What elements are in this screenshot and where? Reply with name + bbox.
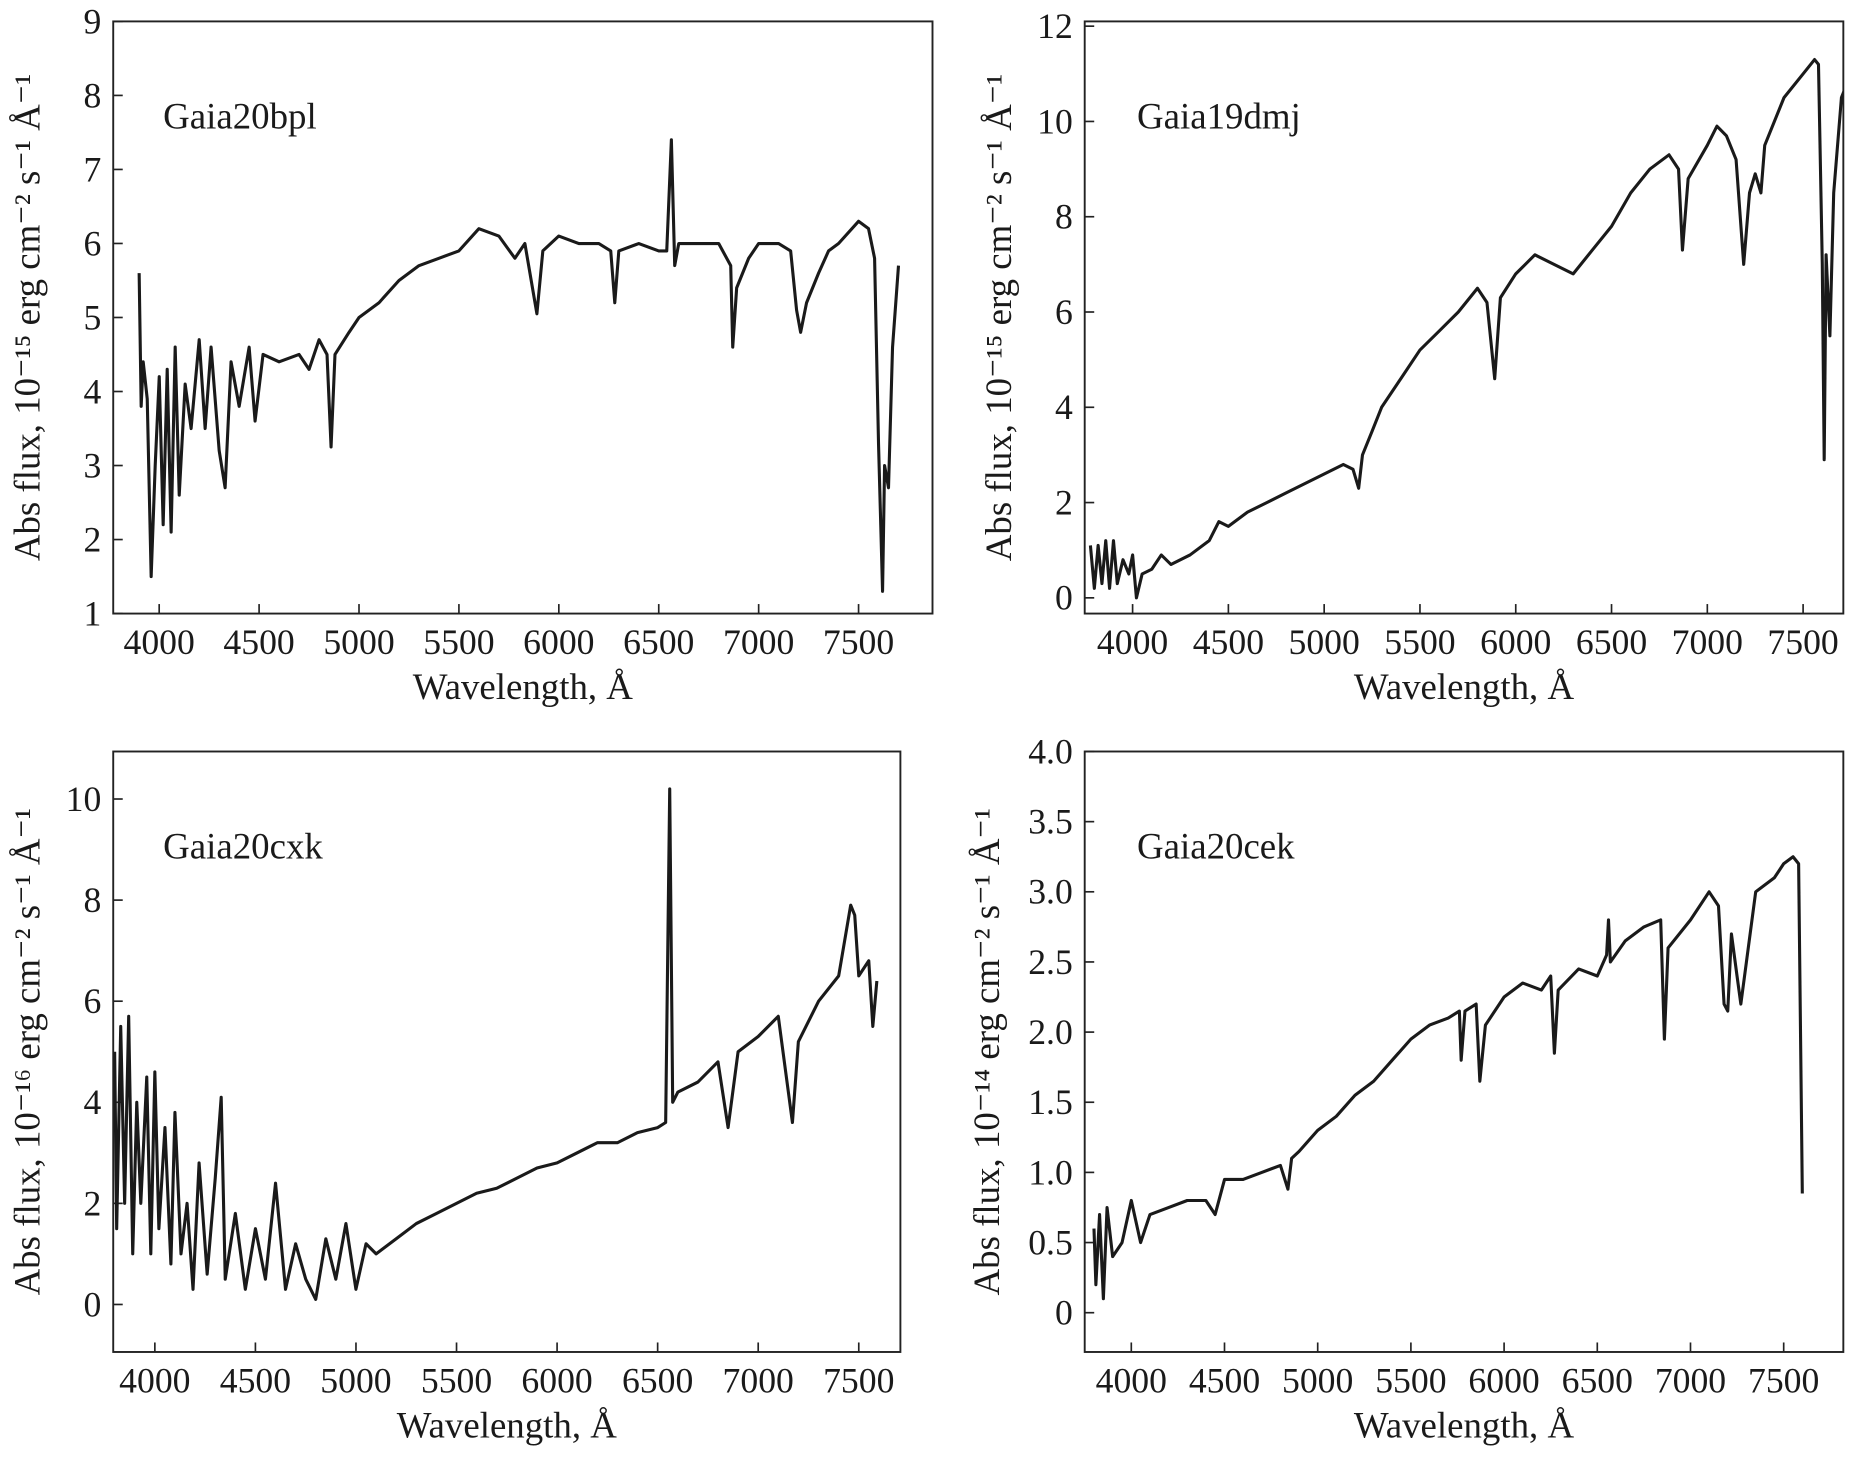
spectrum-line: [1088, 58, 1844, 600]
y-tick-label: 5: [84, 297, 102, 337]
object-name-label: Gaia20cxk: [163, 826, 323, 867]
x-tick-label: 4500: [1189, 1360, 1260, 1400]
x-tick-label: 5500: [1384, 622, 1455, 662]
spectrum-line: [1092, 855, 1804, 1301]
x-tick-label: 7000: [723, 622, 794, 662]
y-tick-label: 0: [1055, 578, 1073, 618]
x-tick-label: 6000: [521, 1360, 592, 1400]
y-tick-label: 0: [1055, 1293, 1073, 1333]
x-tick-label: 6500: [623, 622, 694, 662]
x-tick-label: 4500: [1193, 622, 1264, 662]
chart-panel-gaia20cek: 4000 4500 5000 5500 6000 6500 7000 7500 0 0.5 1.0 1…: [966, 731, 1845, 1446]
x-tick-label: 5000: [323, 622, 394, 662]
x-tick-label: 7500: [823, 1360, 894, 1400]
y-tick-label: 1: [84, 593, 102, 633]
object-name-label: Gaia20cek: [1137, 826, 1295, 867]
y-tick-label: 9: [84, 1, 102, 41]
x-tick-label: 5000: [320, 1360, 391, 1400]
x-axis-label: Wavelength, Å: [1354, 666, 1575, 707]
chart-panel-gaia19dmj: 4000 4500 5000 5500 6000 6500 7000 7500 0 2 4 6 8 10 1…: [978, 6, 1845, 707]
x-tick-label: 5500: [423, 622, 494, 662]
y-tick-label: 8: [84, 75, 102, 115]
y-tick-label: 6: [1055, 292, 1073, 332]
x-axis-label: Wavelength, Å: [397, 1405, 618, 1446]
chart-panel-gaia20bpl: 4000 4500 5000 5500 6000 6500 7000 7500 1 2 3 4 5 6 7 8…: [7, 1, 934, 707]
y-axis-label: Abs flux, 10⁻¹⁵ erg cm⁻² s⁻¹ Å⁻¹: [7, 74, 48, 561]
y-tick-label: 4: [84, 1082, 102, 1122]
x-tick-label: 7500: [823, 622, 894, 662]
x-tick-label: 4000: [1097, 622, 1168, 662]
x-tick-label: 4500: [223, 622, 294, 662]
x-tick-label: 7000: [1672, 622, 1743, 662]
y-tick-label: 2: [84, 1183, 102, 1223]
x-tick-label: 6000: [1468, 1360, 1539, 1400]
x-tick-label: 6500: [1576, 622, 1647, 662]
chart-panel-gaia20cxk: 4000 4500 5000 5500 6000 6500 7000 7500 0 2 4 6 8 10 W…: [7, 750, 902, 1446]
y-tick-label: 0.5: [1028, 1222, 1073, 1262]
x-axis-label: Wavelength, Å: [1354, 1405, 1575, 1446]
spectrum-line: [137, 138, 901, 593]
y-tick-label: 6: [84, 223, 102, 263]
x-tick-label: 7500: [1748, 1360, 1819, 1400]
y-axis-label: Abs flux, 10⁻¹⁵ erg cm⁻² s⁻¹ Å⁻¹: [978, 74, 1019, 561]
x-tick-label: 6000: [523, 622, 594, 662]
y-tick-label: 8: [84, 880, 102, 920]
y-tick-label: 4.0: [1028, 731, 1073, 771]
y-tick-label: 1.5: [1028, 1082, 1073, 1122]
plot-frame: [1083, 750, 1845, 1353]
y-tick-label: 3: [84, 445, 102, 485]
x-axis-label: Wavelength, Å: [413, 666, 634, 707]
x-tick-label: 6000: [1480, 622, 1551, 662]
x-tick-label: 4000: [124, 622, 195, 662]
y-tick-label: 1.0: [1028, 1152, 1073, 1192]
y-tick-label: 6: [84, 981, 102, 1021]
y-tick-label: 0: [84, 1284, 102, 1324]
y-tick-label: 8: [1055, 197, 1073, 237]
y-axis-label: Abs flux, 10⁻¹⁴ erg cm⁻² s⁻¹ Å⁻¹: [966, 808, 1007, 1295]
spectrum-line: [113, 787, 879, 1301]
x-tick-label: 7000: [723, 1360, 794, 1400]
object-name-label: Gaia20bpl: [163, 95, 317, 136]
x-tick-label: 5000: [1282, 1360, 1353, 1400]
x-tick-label: 7000: [1655, 1360, 1726, 1400]
x-tick-label: 5500: [421, 1360, 492, 1400]
y-tick-label: 2: [84, 519, 102, 559]
y-axis-label: Abs flux, 10⁻¹⁶ erg cm⁻² s⁻¹ Å⁻¹: [7, 808, 48, 1295]
x-tick-label: 6500: [622, 1360, 693, 1400]
y-tick-label: 4: [1055, 387, 1073, 427]
y-tick-label: 2.0: [1028, 1012, 1073, 1052]
y-tick-label: 2.5: [1028, 942, 1073, 982]
object-name-label: Gaia19dmj: [1137, 95, 1301, 136]
x-tick-label: 5500: [1375, 1360, 1446, 1400]
y-tick-label: 7: [84, 149, 102, 189]
y-tick-label: 10: [66, 779, 102, 819]
x-tick-label: 4000: [119, 1360, 190, 1400]
x-tick-label: 4500: [220, 1360, 291, 1400]
x-tick-label: 5000: [1289, 622, 1360, 662]
plot-frame: [1083, 20, 1845, 615]
plot-frame: [112, 750, 902, 1353]
y-tick-label: 3.5: [1028, 802, 1073, 842]
y-tick-label: 2: [1055, 482, 1073, 522]
x-tick-label: 4000: [1096, 1360, 1167, 1400]
x-tick-label: 7500: [1767, 622, 1838, 662]
y-tick-label: 12: [1037, 6, 1073, 46]
x-tick-label: 6500: [1562, 1360, 1633, 1400]
y-tick-label: 3.0: [1028, 872, 1073, 912]
y-tick-label: 10: [1037, 101, 1073, 141]
y-tick-label: 4: [84, 371, 102, 411]
